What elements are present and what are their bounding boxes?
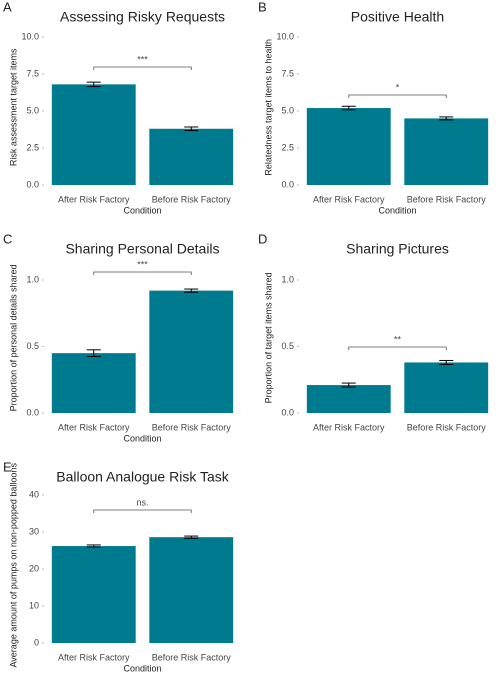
bar [404,118,489,185]
y-tick-label: 0.0 [281,407,294,417]
panel-label: C [3,231,12,246]
chart-title: Assessing Risky Requests [60,9,225,25]
significance-label: ** [394,334,402,344]
y-tick-label: 0.5 [281,341,294,351]
x-tick-label: Before Risk Factory [407,422,487,432]
significance-bracket [348,94,447,98]
error-bar [341,382,356,388]
error-bar [184,535,199,539]
significance-label: * [396,82,400,92]
panel-label: B [258,0,267,14]
y-tick-label: 5.0 [26,105,39,115]
chart-title: Sharing Pictures [346,241,449,257]
y-axis-label: Relatedness target items to health [263,39,273,176]
y-axis-label: Proportion of target items shared [263,272,273,403]
x-tick-label: After Risk Factory [58,652,130,662]
x-tick-label: Before Risk Factory [152,652,232,662]
y-tick-label: 7.5 [26,68,39,78]
y-axis-label: Average amount of pumps on non-popped ba… [8,463,18,668]
y-tick-label: 0.0 [26,407,39,417]
y-tick-label: 2.5 [281,142,294,152]
bar [149,290,234,413]
error-bar [86,544,101,548]
y-tick-label: 1.0 [281,274,294,284]
panel-label: A [3,0,12,14]
bar [51,84,136,185]
bar [51,546,136,643]
x-tick-label: Before Risk Factory [407,194,487,204]
y-tick-label: 0.0 [26,179,39,189]
bar [149,537,234,643]
y-tick-label: 10.0 [276,31,294,41]
significance-bracket [93,66,192,70]
significance-bracket [93,509,192,513]
error-bar [86,349,101,357]
bar [404,362,489,413]
chart-title: Positive Health [351,9,444,25]
error-bar [341,105,356,111]
y-tick-label: 10 [29,600,39,610]
y-axis-label: Proportion of personal details shared [8,264,18,411]
x-tick-label: Before Risk Factory [152,194,232,204]
bar [149,128,234,185]
chart-title: Balloon Analogue Risk Task [56,469,230,485]
bar [51,353,136,413]
y-tick-label: 0.5 [26,341,39,351]
y-tick-label: 5.0 [281,105,294,115]
significance-label: *** [137,54,148,64]
y-tick-label: 0.0 [281,179,294,189]
significance-bracket [348,346,447,350]
chart-title: Sharing Personal Details [65,241,219,257]
significance-label: *** [137,259,148,269]
y-tick-label: 7.5 [281,68,294,78]
error-bar [184,126,199,132]
x-tick-label: After Risk Factory [313,422,385,432]
significance-bracket [93,271,192,275]
x-axis-label: Condition [123,663,161,673]
bar [306,385,391,413]
x-tick-label: Before Risk Factory [152,422,232,432]
y-tick-label: 10.0 [21,31,39,41]
x-tick-label: After Risk Factory [313,194,385,204]
x-axis-label: Condition [123,433,161,443]
y-tick-label: 0 [34,637,39,647]
y-axis-label: Risk assessment target items [8,48,18,166]
error-bar [439,116,454,121]
panel-label: E [3,459,12,474]
y-tick-label: 2.5 [26,142,39,152]
x-axis-label: Condition [378,205,416,215]
bar [306,108,391,185]
y-tick-label: 1.0 [26,274,39,284]
y-tick-label: 30 [29,526,39,536]
y-tick-label: 40 [29,489,39,499]
x-tick-label: After Risk Factory [58,194,130,204]
significance-label: ns. [136,497,148,507]
panel-label: D [258,231,267,246]
x-axis-label: Condition [123,205,161,215]
error-bar [439,359,454,365]
y-tick-label: 20 [29,563,39,573]
x-tick-label: After Risk Factory [58,422,130,432]
error-bar [86,81,101,88]
error-bar [184,288,199,293]
